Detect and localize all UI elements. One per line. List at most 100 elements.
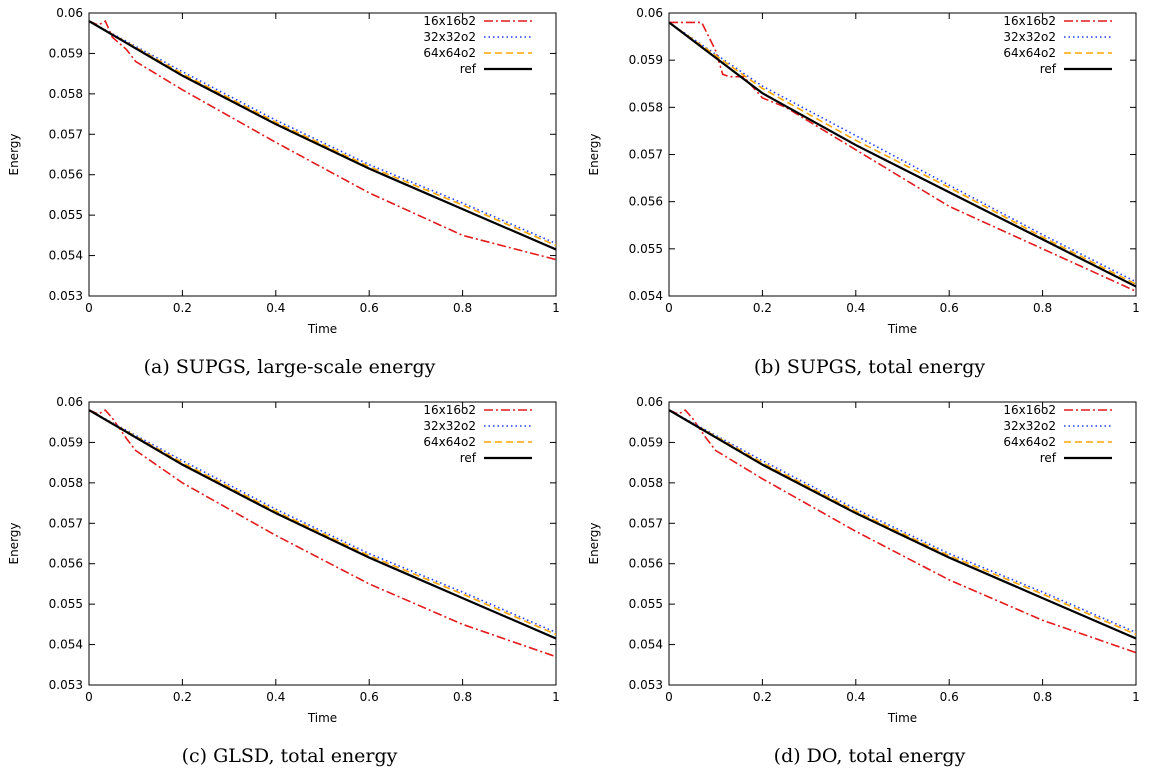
y-tick-label: 0.06 [636, 395, 663, 409]
x-tick-label: 0.8 [1033, 690, 1052, 704]
series-line-ref [669, 409, 1136, 640]
series-line-16x16o2 [89, 19, 556, 261]
y-tick-label: 0.056 [629, 195, 663, 209]
chart-panel-d: 0 0.2 0.4 0.6 0.8 1 0.053 0.054 0.055 0.056 0.057 0… [580, 389, 1159, 778]
chart-panel-b: 0 0.2 0.4 0.6 0.8 1 0.054 0.055 0.056 0.057 0.058 0… [580, 0, 1159, 389]
y-tick-label: 0.057 [49, 127, 83, 141]
series-line-64x64o2 [89, 409, 556, 636]
x-tick-label: 0.4 [266, 301, 285, 315]
y-tick-label: 0.058 [629, 100, 663, 114]
plot-frame-a [88, 12, 557, 297]
chart-panel-a: 0 0.2 0.4 0.6 0.8 1 0.053 0.054 0.055 0.056 0.057 0… [0, 0, 579, 389]
energy-chart-d: 0 0.2 0.4 0.6 0.8 1 0.053 0.054 0.055 0.056 0.057 0… [587, 395, 1140, 725]
y-axis-title: Energy [7, 133, 21, 175]
chart-panel-c: 0 0.2 0.4 0.6 0.8 1 0.053 0.054 0.055 0.056 0.057 0… [0, 389, 579, 778]
series-line-ref [89, 409, 556, 640]
x-tick-label: 0.2 [753, 301, 772, 315]
y-tick-label: 0.057 [629, 516, 663, 530]
y-tick-label: 0.059 [629, 435, 663, 449]
y-tick-label: 0.056 [49, 168, 83, 182]
y-tick-label: 0.054 [49, 638, 83, 652]
x-tick-label: 1 [552, 301, 560, 315]
x-tick-label: 0 [85, 301, 93, 315]
y-tick-label: 0.056 [49, 557, 83, 571]
y-axis-title: Energy [7, 522, 21, 564]
legend-label: 32x32o2 [1003, 30, 1056, 44]
series-line-64x64o2 [669, 409, 1136, 636]
x-tick-label: 0.2 [173, 690, 192, 704]
legend-label: 32x32o2 [1003, 419, 1056, 433]
energy-chart-b: 0 0.2 0.4 0.6 0.8 1 0.054 0.055 0.056 0.057 0.058 0… [587, 6, 1140, 336]
y-tick-label: 0.053 [49, 678, 83, 692]
y-axis-title: Energy [587, 522, 601, 564]
y-tick-label: 0.058 [49, 87, 83, 101]
x-tick-label: 1 [1132, 690, 1140, 704]
legend-label: 64x64o2 [1003, 435, 1056, 449]
legend-label: 64x64o2 [1003, 46, 1056, 60]
y-tick-label: 0.057 [49, 516, 83, 530]
y-tick-label: 0.059 [49, 46, 83, 60]
x-tick-label: 0.8 [1033, 301, 1052, 315]
x-tick-label: 0.2 [173, 301, 192, 315]
series-line-ref [669, 21, 1136, 288]
x-tick-label: 0 [665, 301, 673, 315]
figure-caption-b: (b) SUPGS, total energy [753, 356, 986, 378]
series-line-16x16o2 [669, 409, 1136, 654]
x-tick-label: 0 [665, 690, 673, 704]
x-axis-title: Time [887, 711, 917, 725]
legend-label: 16x16o2 [1003, 403, 1056, 417]
y-tick-label: 0.054 [49, 249, 83, 263]
y-tick-label: 0.06 [56, 6, 83, 20]
x-tick-label: 0.6 [360, 301, 379, 315]
x-tick-label: 0 [85, 690, 93, 704]
x-axis-title: Time [307, 322, 337, 336]
y-tick-label: 0.056 [629, 557, 663, 571]
plot-frame-d [668, 401, 1137, 686]
y-tick-label: 0.054 [629, 289, 663, 303]
legend-label: 16x16o2 [423, 14, 476, 28]
y-tick-label: 0.055 [49, 597, 83, 611]
series-line-64x64o2 [89, 20, 556, 247]
energy-chart-a: 0 0.2 0.4 0.6 0.8 1 0.053 0.054 0.055 0.056 0.057 0… [7, 6, 560, 336]
legend-label: ref [1040, 62, 1057, 76]
y-tick-label: 0.055 [629, 242, 663, 256]
y-tick-label: 0.06 [56, 395, 83, 409]
x-tick-label: 0.6 [940, 301, 959, 315]
x-tick-label: 0.8 [453, 301, 472, 315]
series-line-16x16o2 [669, 21, 1136, 293]
legend-label: 64x64o2 [423, 46, 476, 60]
series-line-64x64o2 [669, 21, 1136, 285]
x-tick-label: 0.4 [846, 690, 865, 704]
y-tick-label: 0.058 [629, 476, 663, 490]
series-line-32x32o2 [669, 21, 1136, 283]
y-tick-label: 0.053 [629, 678, 663, 692]
legend-label: 64x64o2 [423, 435, 476, 449]
x-tick-label: 1 [1132, 301, 1140, 315]
y-tick-label: 0.054 [629, 638, 663, 652]
legend-label: 16x16o2 [423, 403, 476, 417]
legend-label: ref [460, 451, 477, 465]
x-tick-label: 1 [552, 690, 560, 704]
x-tick-label: 0.6 [360, 690, 379, 704]
legend-label: ref [1040, 451, 1057, 465]
y-tick-label: 0.057 [629, 148, 663, 162]
legend-label: 32x32o2 [423, 30, 476, 44]
x-tick-label: 0.8 [453, 690, 472, 704]
figure-caption-d: (d) DO, total energy [773, 745, 966, 767]
series-line-16x16o2 [89, 409, 556, 658]
x-tick-label: 0.4 [266, 690, 285, 704]
y-tick-label: 0.055 [629, 597, 663, 611]
plot-frame-c [88, 401, 557, 686]
y-tick-label: 0.06 [636, 6, 663, 20]
series-line-32x32o2 [89, 20, 556, 245]
y-tick-label: 0.059 [49, 435, 83, 449]
legend-label: 16x16o2 [1003, 14, 1056, 28]
x-tick-label: 0.6 [940, 690, 959, 704]
y-axis-title: Energy [587, 133, 601, 175]
x-axis-title: Time [307, 711, 337, 725]
x-tick-label: 0.2 [753, 690, 772, 704]
figure-caption-c: (c) GLSD, total energy [181, 745, 398, 767]
figure-caption-a: (a) SUPGS, large-scale energy [143, 356, 436, 378]
y-tick-label: 0.059 [629, 53, 663, 67]
x-tick-label: 0.4 [846, 301, 865, 315]
